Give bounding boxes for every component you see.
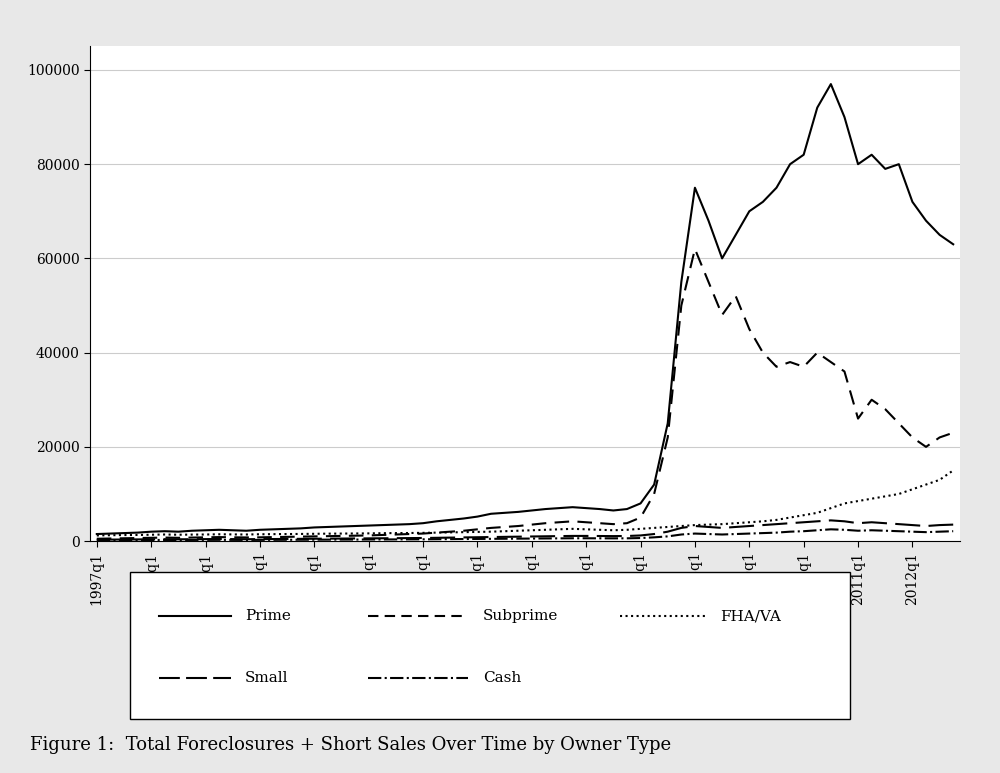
- Line: Subprime: Subprime: [97, 249, 953, 539]
- Cash: [648, 533, 660, 542]
- Small: [648, 530, 660, 539]
- Line: FHA/VA: FHA/VA: [97, 471, 953, 536]
- FHA/VA: [648, 523, 660, 533]
- Small: [200, 534, 212, 543]
- Line: Small: Small: [97, 520, 953, 540]
- Prime: [567, 502, 579, 512]
- Small: [444, 533, 456, 542]
- Prime: [635, 499, 647, 508]
- Small: [512, 532, 524, 541]
- FHA/VA: [567, 524, 579, 533]
- Prime: [947, 240, 959, 249]
- Text: FHA/VA: FHA/VA: [720, 609, 781, 623]
- Subprime: [91, 534, 103, 543]
- Subprime: [648, 489, 660, 499]
- Small: [91, 535, 103, 544]
- Small: [567, 531, 579, 540]
- Text: Small: Small: [245, 671, 289, 685]
- Text: Subprime: Subprime: [483, 609, 558, 623]
- FHA/VA: [91, 531, 103, 540]
- Subprime: [689, 244, 701, 254]
- Text: Figure 1:  Total Foreclosures + Short Sales Over Time by Owner Type: Figure 1: Total Foreclosures + Short Sal…: [30, 736, 671, 754]
- Text: Prime: Prime: [245, 609, 291, 623]
- Subprime: [444, 527, 456, 536]
- Cash: [512, 534, 524, 543]
- FHA/VA: [947, 466, 959, 475]
- Prime: [200, 526, 212, 535]
- Cash: [91, 536, 103, 545]
- Cash: [567, 533, 579, 543]
- FHA/VA: [200, 530, 212, 539]
- Subprime: [567, 516, 579, 526]
- Subprime: [635, 513, 647, 523]
- Cash: [947, 526, 959, 536]
- Subprime: [200, 533, 212, 542]
- Prime: [444, 516, 456, 525]
- Prime: [512, 507, 524, 516]
- Cash: [444, 534, 456, 543]
- Text: Cash: Cash: [483, 671, 521, 685]
- Small: [635, 531, 647, 540]
- Prime: [91, 530, 103, 539]
- Cash: [200, 535, 212, 544]
- FancyBboxPatch shape: [130, 572, 850, 719]
- FHA/VA: [512, 526, 524, 536]
- Subprime: [512, 521, 524, 530]
- FHA/VA: [444, 528, 456, 537]
- Prime: [648, 480, 660, 489]
- Small: [825, 516, 837, 525]
- Line: Cash: Cash: [97, 530, 953, 540]
- Cash: [825, 525, 837, 534]
- Subprime: [947, 428, 959, 438]
- Prime: [825, 80, 837, 89]
- Small: [947, 520, 959, 530]
- Line: Prime: Prime: [97, 84, 953, 534]
- Cash: [635, 533, 647, 543]
- FHA/VA: [635, 524, 647, 533]
